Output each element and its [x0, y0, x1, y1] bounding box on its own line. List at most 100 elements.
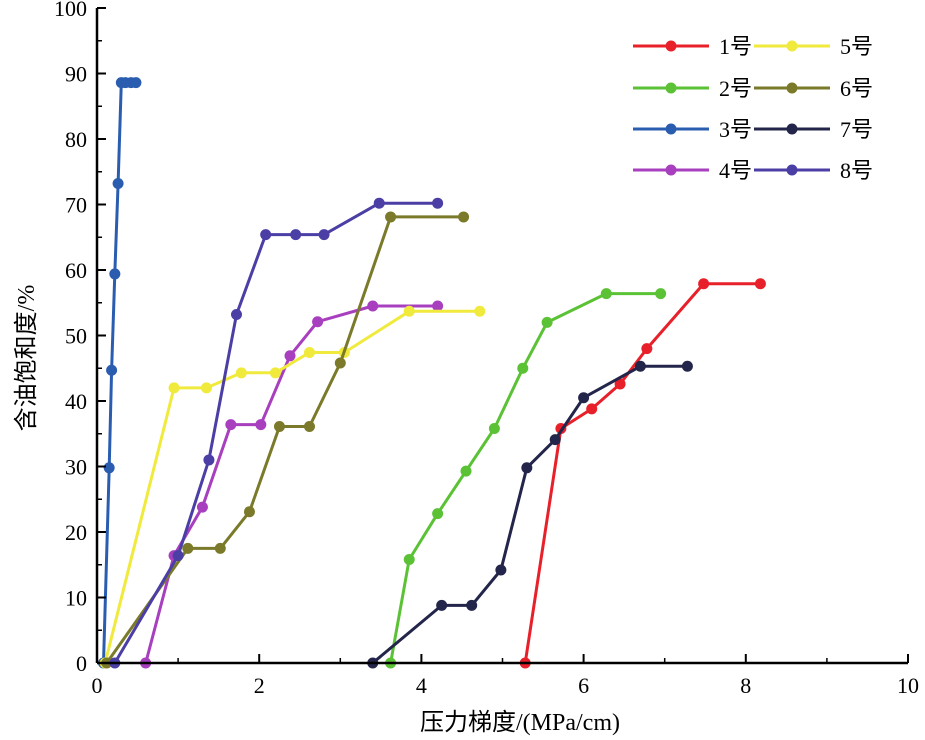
data-point	[255, 419, 267, 431]
legend-label: 8号	[840, 158, 873, 183]
legend-entry: 5号	[754, 34, 873, 59]
legend-entry: 4号	[633, 158, 752, 183]
x-tick-label: 2	[254, 673, 265, 698]
data-point	[458, 211, 470, 223]
data-point	[432, 508, 444, 520]
series-8	[109, 197, 444, 669]
data-point	[172, 550, 184, 562]
data-point	[586, 403, 598, 415]
data-point	[103, 462, 115, 474]
y-tick-label: 30	[65, 455, 87, 480]
data-point	[260, 229, 272, 241]
legend-label: 4号	[719, 158, 752, 183]
series-7	[367, 360, 693, 669]
data-point	[600, 288, 612, 300]
y-tick-label: 0	[76, 651, 87, 676]
data-point	[130, 77, 142, 89]
legend: 1号 2号 3号 4号 5号 6号 7号 8号	[633, 34, 873, 183]
data-point	[495, 564, 507, 576]
series-6	[101, 211, 470, 669]
data-point	[634, 360, 646, 372]
legend-marker	[786, 123, 798, 135]
data-point	[541, 316, 553, 328]
data-point	[243, 506, 255, 518]
legend-marker	[665, 123, 677, 135]
data-point	[373, 197, 385, 209]
legend-entry: 2号	[633, 76, 752, 101]
data-point	[225, 419, 237, 431]
data-point	[474, 305, 486, 317]
series-1	[519, 278, 766, 669]
data-point	[112, 178, 124, 190]
data-point	[403, 554, 415, 566]
data-point	[200, 382, 212, 394]
series-line	[103, 309, 480, 664]
y-tick-label: 90	[65, 62, 87, 87]
y-axis-title: 含油饱和度/%	[13, 285, 40, 432]
data-point	[385, 211, 397, 223]
series-line	[523, 282, 761, 664]
data-point	[290, 229, 302, 241]
data-point	[182, 542, 194, 554]
y-tick-label: 60	[65, 258, 87, 283]
y-tick-label: 20	[65, 520, 87, 545]
data-point	[235, 367, 247, 379]
y-tick-label: 80	[65, 127, 87, 152]
data-point	[312, 316, 324, 328]
data-point	[549, 434, 561, 446]
series-layer	[97, 77, 766, 669]
legend-marker	[786, 82, 798, 94]
data-point	[269, 367, 281, 379]
data-point	[273, 421, 285, 433]
data-point	[614, 378, 626, 390]
legend-marker	[786, 164, 798, 176]
data-point	[284, 350, 296, 362]
series-2	[385, 288, 667, 669]
legend-marker	[786, 40, 798, 52]
y-tick-label: 40	[65, 389, 87, 414]
data-point	[203, 454, 215, 466]
legend-entry: 7号	[754, 117, 873, 142]
legend-label: 2号	[719, 76, 752, 101]
legend-entry: 8号	[754, 158, 873, 183]
data-point	[367, 300, 379, 312]
x-tick-label: 8	[740, 673, 751, 698]
y-tick-label: 50	[65, 324, 87, 349]
series-4	[140, 300, 444, 669]
data-point	[168, 382, 180, 394]
x-tick-label: 6	[578, 673, 589, 698]
series-line	[371, 364, 688, 665]
data-point	[109, 268, 121, 280]
legend-label: 5号	[840, 34, 873, 59]
data-point	[318, 229, 330, 241]
data-point	[681, 360, 693, 372]
legend-label: 1号	[719, 34, 752, 59]
legend-label: 6号	[840, 76, 873, 101]
x-axis-title: 压力梯度/(MPa/cm)	[420, 709, 620, 736]
legend-marker	[665, 40, 677, 52]
data-point	[432, 197, 444, 209]
data-point	[436, 599, 448, 611]
data-point	[106, 364, 118, 376]
x-tick-label: 4	[416, 673, 427, 698]
legend-entry: 6号	[754, 76, 873, 101]
data-point	[517, 362, 529, 374]
data-point	[214, 542, 226, 554]
data-point	[432, 300, 444, 312]
data-point	[521, 462, 533, 474]
data-point	[303, 421, 315, 433]
legend-marker	[665, 82, 677, 94]
y-tick-label: 100	[54, 0, 87, 21]
data-point	[196, 501, 208, 513]
x-tick-label: 0	[92, 673, 103, 698]
data-point	[334, 357, 346, 369]
legend-entry: 3号	[633, 117, 752, 142]
data-point	[488, 423, 500, 435]
data-point	[641, 343, 653, 355]
axes-layer: 0 10 20 30 40 50 60 70 80 90 100 0 2 4 6 8 10	[54, 0, 919, 698]
legend-entry: 1号	[633, 34, 752, 59]
legend-label: 7号	[840, 117, 873, 142]
legend-label: 3号	[719, 117, 752, 142]
data-point	[460, 465, 472, 477]
